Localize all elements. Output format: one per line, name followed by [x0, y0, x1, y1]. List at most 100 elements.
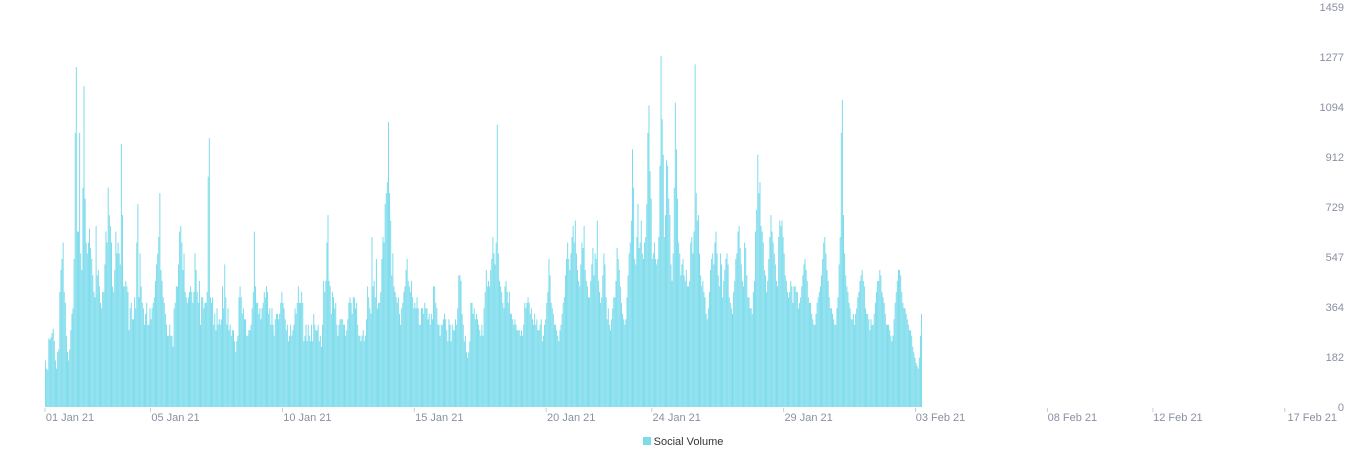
bar[interactable] [58, 349, 60, 407]
bar[interactable] [146, 302, 148, 407]
bar[interactable] [866, 313, 868, 407]
bar[interactable] [427, 319, 429, 407]
bar[interactable] [622, 313, 624, 407]
bar[interactable] [780, 226, 782, 407]
bar[interactable] [737, 231, 739, 407]
bar[interactable] [440, 324, 442, 407]
bar[interactable] [833, 319, 835, 407]
bar[interactable] [867, 313, 869, 407]
bar[interactable] [681, 264, 683, 407]
bar[interactable] [49, 339, 51, 407]
bar[interactable] [314, 324, 316, 407]
bar[interactable] [677, 198, 679, 407]
bar[interactable] [70, 330, 72, 407]
bar[interactable] [630, 220, 632, 407]
bar[interactable] [240, 297, 242, 407]
bar[interactable] [400, 324, 402, 407]
bar[interactable] [80, 253, 82, 407]
bar[interactable] [810, 302, 812, 407]
bar[interactable] [896, 280, 898, 407]
bar[interactable] [804, 258, 806, 407]
bar[interactable] [840, 132, 842, 407]
bar[interactable] [536, 319, 538, 407]
bar[interactable] [852, 313, 854, 407]
bar[interactable] [845, 275, 847, 407]
bar[interactable] [839, 237, 841, 407]
bar[interactable] [894, 302, 896, 407]
bar[interactable] [911, 335, 913, 407]
bar[interactable] [325, 280, 327, 407]
bar[interactable] [67, 352, 69, 407]
bar[interactable] [68, 360, 70, 407]
bar[interactable] [74, 132, 76, 407]
bar[interactable] [81, 269, 83, 407]
bar[interactable] [429, 324, 431, 407]
bar[interactable] [483, 308, 485, 407]
bar[interactable] [69, 349, 71, 407]
bar[interactable] [789, 291, 791, 407]
bar[interactable] [814, 324, 816, 407]
bar[interactable] [233, 330, 234, 407]
bar[interactable] [468, 352, 470, 407]
bar[interactable] [835, 324, 837, 407]
bar[interactable] [772, 242, 774, 408]
bar[interactable] [650, 198, 652, 407]
bar[interactable] [382, 237, 384, 407]
bar[interactable] [368, 297, 370, 407]
bar[interactable] [46, 368, 48, 407]
bar[interactable] [862, 280, 864, 407]
bar[interactable] [682, 258, 684, 407]
bar[interactable] [605, 297, 607, 407]
bar[interactable] [138, 297, 140, 407]
bar[interactable] [779, 220, 781, 407]
bar[interactable] [721, 264, 723, 407]
bar[interactable] [841, 99, 843, 407]
bar[interactable] [63, 291, 65, 407]
bar[interactable] [326, 242, 328, 408]
bar[interactable] [505, 280, 507, 407]
bar[interactable] [507, 302, 509, 407]
bar[interactable] [877, 280, 879, 407]
bar[interactable] [115, 231, 117, 407]
bar[interactable] [149, 308, 151, 407]
bar[interactable] [636, 237, 638, 407]
bar[interactable] [513, 324, 515, 407]
bar[interactable] [435, 302, 437, 407]
bar[interactable] [451, 324, 453, 407]
bar[interactable] [418, 324, 420, 407]
bar[interactable] [683, 275, 685, 407]
bar[interactable] [415, 308, 417, 407]
bar[interactable] [558, 341, 560, 407]
bar[interactable] [231, 330, 233, 407]
bar[interactable] [644, 242, 646, 408]
bar[interactable] [215, 330, 217, 407]
bar[interactable] [286, 324, 288, 407]
bar[interactable] [52, 328, 54, 407]
bar[interactable] [578, 280, 580, 407]
bar[interactable] [322, 324, 324, 407]
bar[interactable] [455, 319, 457, 407]
bar[interactable] [170, 335, 172, 407]
bar[interactable] [889, 330, 891, 407]
bar[interactable] [491, 258, 493, 407]
bar[interactable] [351, 313, 353, 407]
bar[interactable] [387, 121, 389, 408]
bar[interactable] [710, 269, 712, 407]
bar[interactable] [761, 231, 763, 407]
bar[interactable] [186, 302, 188, 407]
bar[interactable] [452, 330, 454, 407]
bar[interactable] [703, 291, 705, 407]
bar[interactable] [727, 264, 729, 407]
bar[interactable] [312, 341, 314, 407]
bar[interactable] [303, 341, 305, 407]
bar[interactable] [264, 297, 266, 407]
bar[interactable] [167, 335, 169, 407]
bar[interactable] [542, 335, 544, 407]
bar[interactable] [142, 308, 144, 407]
bar[interactable] [220, 319, 222, 407]
bar[interactable] [131, 319, 133, 407]
bar[interactable] [51, 332, 53, 407]
bar[interactable] [466, 352, 468, 407]
bar[interactable] [617, 258, 619, 407]
bar[interactable] [259, 308, 261, 407]
